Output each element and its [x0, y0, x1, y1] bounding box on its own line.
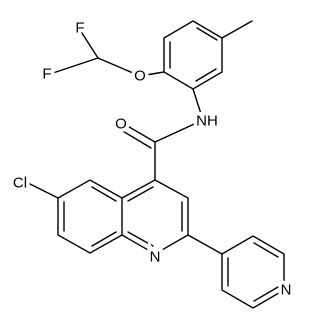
atom-label: N — [281, 282, 292, 299]
atom-label: N — [150, 249, 161, 266]
atom-label: F — [75, 20, 84, 37]
atom-label: Cl — [13, 175, 27, 192]
bonds — [25, 20, 285, 309]
molecule: F F O NH O Cl N N — [9, 16, 295, 309]
atom-label: O — [134, 68, 146, 85]
atom-label: F — [42, 66, 51, 83]
atom-label: O — [115, 116, 127, 133]
atom-labels: F F O NH O Cl N N — [9, 16, 295, 302]
atom-label: NH — [196, 113, 218, 130]
